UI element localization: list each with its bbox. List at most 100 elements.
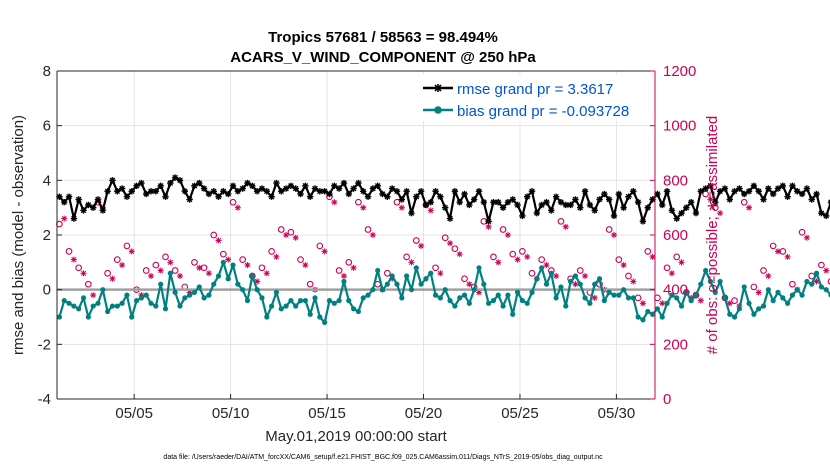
rmse-point <box>109 177 116 184</box>
obs-possible-point <box>113 256 121 263</box>
obs-assimilated-point <box>572 281 579 288</box>
rmse-point <box>128 188 135 195</box>
bias-point <box>514 289 521 295</box>
bias-point <box>563 303 569 309</box>
bias-point <box>688 298 694 304</box>
obs-possible-point <box>297 256 304 263</box>
rmse-point <box>167 179 174 187</box>
obs-assimilated-point <box>553 273 560 279</box>
rmse-point <box>162 193 169 200</box>
rmse-point <box>244 179 251 187</box>
rmse-point <box>253 188 261 195</box>
obs-possible-point <box>528 269 536 277</box>
obs-possible-point <box>760 267 767 274</box>
bias-point <box>683 289 689 295</box>
obs-assimilated-point <box>234 204 241 211</box>
rmse-point <box>417 188 425 195</box>
obs-possible-point <box>364 226 372 233</box>
bias-point <box>529 289 535 295</box>
bias-point <box>105 308 111 315</box>
bias-point <box>510 311 516 317</box>
bias-point <box>225 276 231 282</box>
rmse-point <box>350 185 357 192</box>
obs-assimilated-point <box>167 259 174 266</box>
obs-assimilated-point <box>755 289 762 296</box>
rmse-point <box>485 218 492 225</box>
rmse-point <box>610 212 618 220</box>
bias-point <box>669 292 675 298</box>
bias-point <box>611 292 617 298</box>
rmse-point <box>70 215 78 222</box>
obs-assimilated-point <box>70 256 77 263</box>
obs-assimilated-point <box>620 262 627 269</box>
rmse-point <box>736 185 743 192</box>
obs-assimilated-point <box>128 248 135 255</box>
obs-possible-point <box>490 253 497 261</box>
rmse-point <box>393 188 401 195</box>
rmse-point <box>572 196 579 203</box>
obs-possible-point <box>750 283 758 291</box>
bias-point <box>302 298 308 304</box>
bias-point <box>621 287 627 293</box>
obs-assimilated-point <box>350 264 357 271</box>
rmse-point <box>249 182 256 189</box>
y-tick-label-right: 600 <box>663 227 688 244</box>
rmse-point <box>364 193 372 200</box>
rmse-point <box>157 182 164 189</box>
rmse-point <box>292 185 299 192</box>
bias-point <box>138 295 144 301</box>
rmse-point <box>716 188 724 195</box>
obs-possible-point <box>441 234 449 242</box>
obs-assimilated-point <box>524 253 531 260</box>
bias-point <box>244 298 251 304</box>
rmse-point <box>451 188 459 195</box>
rmse-point <box>634 199 642 206</box>
rmse-point <box>668 207 676 214</box>
obs-possible-point <box>316 242 324 250</box>
rmse-point <box>196 179 203 187</box>
rmse-point <box>466 201 473 209</box>
bias-point <box>703 267 709 274</box>
rmse-point <box>427 199 434 206</box>
obs-assimilated-point <box>475 289 482 296</box>
bias-point <box>481 281 487 287</box>
obs-assimilated-point <box>90 292 97 299</box>
bias-point <box>635 314 641 320</box>
bias-point <box>461 292 468 298</box>
rmse-point <box>475 188 483 195</box>
obs-assimilated-point <box>803 234 810 241</box>
bias-point <box>780 295 786 301</box>
obs-assimilated-point <box>668 270 675 277</box>
obs-assimilated-point <box>215 237 222 244</box>
rmse-point <box>369 185 377 192</box>
rmse-point <box>750 182 758 189</box>
bias-point <box>408 287 415 293</box>
obs-possible-point <box>393 198 401 206</box>
obs-assimilated-point <box>360 204 367 211</box>
rmse-point <box>437 193 444 200</box>
obs-assimilated-point <box>254 278 261 285</box>
rmse-point <box>186 196 193 203</box>
rmse-point <box>774 185 782 192</box>
obs-assimilated-point <box>659 300 666 307</box>
y-tick-label-right: 400 <box>663 282 688 299</box>
x-tick-label: 05/05 <box>115 405 153 422</box>
obs-assimilated-point <box>717 210 724 217</box>
bias-point <box>259 295 265 301</box>
obs-assimilated-point <box>437 270 444 277</box>
rmse-point <box>89 204 97 211</box>
rmse-point <box>630 188 637 195</box>
obs-assimilated-point <box>225 256 232 263</box>
rmse-point <box>114 188 121 195</box>
rmse-point <box>65 193 73 200</box>
obs-possible-point <box>383 269 391 277</box>
bias-point <box>90 303 96 309</box>
bias-point <box>428 270 434 276</box>
bias-point <box>606 289 612 295</box>
rmse-point <box>335 185 343 192</box>
obs-assimilated-point <box>504 232 511 238</box>
bias-point <box>775 289 781 295</box>
rmse-point <box>581 188 589 195</box>
bias-point <box>751 311 757 317</box>
rmse-point <box>94 196 102 203</box>
